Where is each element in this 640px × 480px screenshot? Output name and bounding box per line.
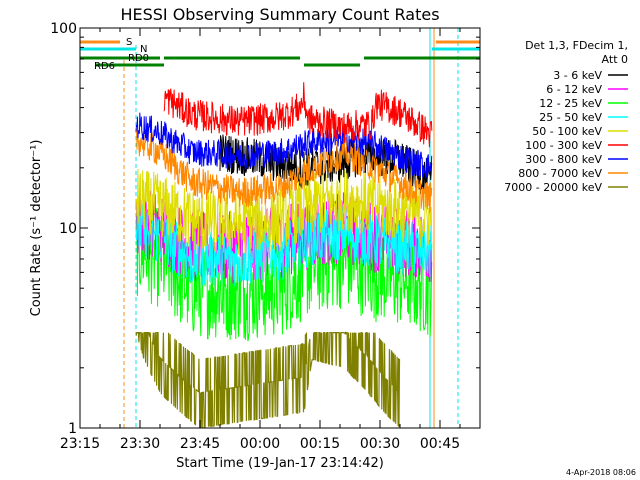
- y-tick-label: 1: [68, 421, 77, 437]
- series-7000to20000keV-line: [135, 331, 401, 429]
- legend-entry-label: 3 - 6 keV: [553, 69, 602, 82]
- series-50to100keV-line: [135, 168, 433, 255]
- series-800to7000keV-line: [135, 128, 433, 213]
- legend-entry-label: 7000 - 20000 keV: [504, 181, 602, 194]
- x-axis: 23:15 23:30 23:45 00:00 00:15 00:30 00:45: [60, 28, 481, 452]
- legend-entry-label: 50 - 100 keV: [532, 125, 602, 138]
- x-tick-label: 00:15: [300, 436, 340, 452]
- legend-entry-label: 25 - 50 keV: [539, 111, 602, 124]
- legend-entry-label: 300 - 800 keV: [525, 153, 602, 166]
- timestamp: 4-Apr-2018 08:06: [566, 468, 636, 477]
- legend-header-line-1: Det 1,3, FDecim 1,: [525, 39, 628, 52]
- legend-entry-label: 12 - 25 keV: [539, 97, 602, 110]
- y-tick-label: 10: [59, 221, 77, 237]
- legend-entry-label: 800 - 7000 keV: [518, 167, 602, 180]
- x-tick-label: 23:30: [120, 436, 160, 452]
- rd0-flag-label: RD0: [128, 53, 149, 64]
- rd6-flag-label: RD6: [94, 61, 115, 72]
- night-flag-label: N: [140, 44, 147, 55]
- x-tick-label: 23:15: [60, 436, 100, 452]
- legend-entry-label: 6 - 12 keV: [546, 83, 602, 96]
- y-axis-label: Count Rate (s⁻¹ detector⁻¹): [29, 140, 44, 317]
- series-300to800keV-line: [135, 112, 433, 180]
- y-axis: 1 10 100: [50, 21, 480, 437]
- series-100to300keV-line: [163, 82, 433, 148]
- x-tick-label: 00:45: [420, 436, 460, 452]
- legend-header-line-2: Att 0: [602, 53, 628, 66]
- x-tick-label: 23:45: [180, 436, 220, 452]
- legend-entry-label: 100 - 300 keV: [525, 139, 602, 152]
- saa-flag-label: S: [126, 37, 132, 48]
- series-12to25keV-line: [135, 198, 433, 342]
- chart-title: HESSI Observing Summary Count Rates: [120, 5, 439, 24]
- x-tick-label: 00:30: [360, 436, 400, 452]
- y-tick-label: 100: [50, 21, 77, 37]
- x-axis-label: Start Time (19-Jan-17 23:14:42): [176, 456, 384, 471]
- x-tick-label: 00:00: [240, 436, 280, 452]
